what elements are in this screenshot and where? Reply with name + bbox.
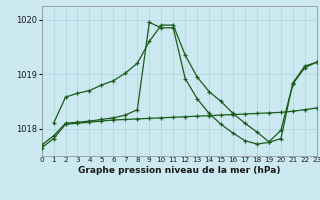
X-axis label: Graphe pression niveau de la mer (hPa): Graphe pression niveau de la mer (hPa) <box>78 166 280 175</box>
